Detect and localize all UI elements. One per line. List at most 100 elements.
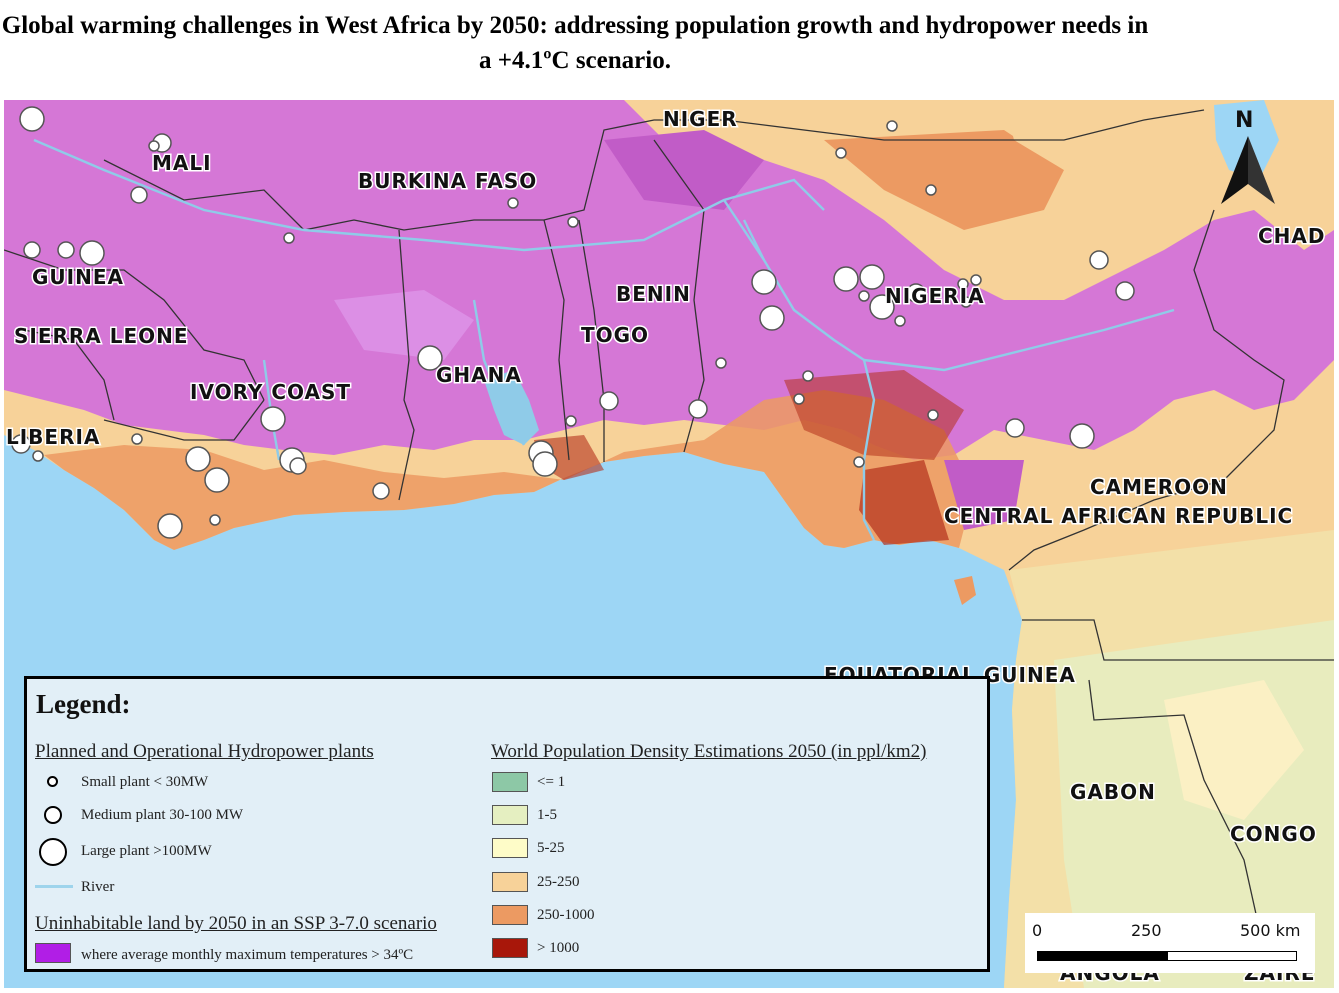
hydro-plant-small bbox=[960, 296, 972, 308]
density-label-25-250: 25-250 bbox=[537, 874, 580, 890]
hydro-plant-large bbox=[1069, 423, 1095, 449]
border-niger-nigeria bbox=[723, 109, 1205, 141]
density-label-le1: <= 1 bbox=[537, 774, 566, 790]
map-title: Global warming challenges in West Africa… bbox=[1, 12, 1149, 74]
hydro-plant-small bbox=[925, 184, 937, 196]
hydropower-plants bbox=[11, 106, 1135, 539]
hydro-plant-large bbox=[869, 294, 895, 320]
country-label-cameroon: CAMEROON bbox=[1090, 475, 1228, 499]
border-mali-burkina bbox=[103, 119, 724, 231]
border-nigeria-cameroon bbox=[1008, 209, 1285, 571]
hydro-plant-large bbox=[532, 451, 558, 477]
river-label: River bbox=[81, 879, 115, 895]
hydro-plant-medium bbox=[11, 434, 31, 454]
country-label-ghana: GHANA bbox=[436, 363, 522, 387]
border-liberia bbox=[103, 399, 265, 441]
hydro-plant-medium bbox=[1005, 418, 1025, 438]
hydro-plant-large bbox=[417, 345, 443, 371]
density-swatch-250-1000 bbox=[492, 905, 528, 925]
hydro-plant-large bbox=[859, 264, 885, 290]
country-label-ivory-coast: IVORY COAST bbox=[190, 380, 351, 404]
hydro-plant-small bbox=[209, 514, 221, 526]
hydro-plant-large bbox=[19, 106, 45, 132]
river-sokoto bbox=[742, 219, 766, 261]
border-sierra-leone bbox=[23, 329, 115, 421]
hydro-plant-medium bbox=[1089, 250, 1109, 270]
density-swatch-le1 bbox=[492, 772, 528, 792]
border-guinea bbox=[4, 249, 265, 401]
hydro-plant-medium bbox=[906, 283, 926, 303]
country-label-chad: CHAD bbox=[1258, 224, 1326, 248]
lagos-density-patch bbox=[784, 370, 964, 460]
hydro-plant-large bbox=[79, 240, 105, 266]
hydro-plant-large bbox=[759, 305, 785, 331]
legend-box: Legend: Planned and Operational Hydropow… bbox=[24, 676, 990, 972]
country-label-guinea: GUINEA bbox=[32, 265, 124, 289]
hydro-plant-small bbox=[957, 278, 969, 290]
bioko-island bbox=[954, 576, 976, 605]
hydro-plant-large bbox=[204, 467, 230, 493]
country-label-togo: TOGO bbox=[581, 323, 649, 347]
hydro-plant-small bbox=[853, 456, 865, 468]
country-label-nigeria: NIGERIA bbox=[885, 284, 985, 308]
hydro-legend-title: Planned and Operational Hydropower plant… bbox=[35, 741, 374, 762]
medium-plant-label: Medium plant 30-100 MW bbox=[81, 807, 244, 823]
hydro-plant-small bbox=[793, 393, 805, 405]
density-label-5-25: 5-25 bbox=[537, 840, 565, 856]
scale-label-250: 250 bbox=[1131, 921, 1162, 940]
hydro-plant-small bbox=[835, 147, 847, 159]
niger-delta-density bbox=[859, 460, 949, 545]
border-ghana-togo bbox=[543, 219, 570, 461]
uninhabitable-light-patch bbox=[334, 290, 474, 360]
legend-heading: Legend: bbox=[36, 689, 131, 719]
north-nigeria-density bbox=[824, 130, 1064, 230]
medium-plant-symbol bbox=[44, 806, 62, 824]
hydro-plant-large bbox=[833, 266, 859, 292]
hydro-plant-large bbox=[157, 513, 183, 539]
hydro-plant-small bbox=[927, 409, 939, 421]
hydro-plant-small bbox=[131, 433, 143, 445]
country-label-central-african-republic: CENTRAL AFRICAN REPUBLIC bbox=[944, 504, 1293, 528]
hydro-plant-small bbox=[148, 140, 160, 152]
country-label-congo: CONGO bbox=[1230, 822, 1317, 846]
river-symbol bbox=[35, 885, 73, 888]
country-label-gabon: GABON bbox=[1070, 780, 1156, 804]
small-plant-symbol bbox=[47, 776, 58, 787]
hydro-plant-medium bbox=[23, 241, 41, 259]
scale-label-0: 0 bbox=[1032, 921, 1043, 940]
border-cameroon-gabon bbox=[1022, 619, 1334, 661]
hydro-plant-small bbox=[715, 357, 727, 369]
country-label-sierra-leone: SIERRA LEONE bbox=[14, 324, 189, 348]
border-ivory-ghana bbox=[398, 229, 415, 501]
coastal-density-band bbox=[44, 390, 974, 550]
density-label-250-1000: 250-1000 bbox=[537, 907, 595, 923]
uninhabitable-zone bbox=[4, 100, 1334, 460]
hydro-plant-small bbox=[894, 315, 906, 327]
low-density-patch bbox=[1164, 680, 1304, 820]
map-frame: NIGER MALI BURKINA FASO GUINEA SIERRA LE… bbox=[4, 100, 1334, 988]
river-benue bbox=[863, 308, 1175, 372]
density-swatch-gt1000 bbox=[492, 938, 528, 958]
country-label-mali: MALI bbox=[152, 151, 212, 175]
density-label-gt1000: > 1000 bbox=[537, 940, 580, 956]
hydro-plant-small bbox=[507, 197, 519, 209]
country-label-niger: NIGER bbox=[663, 107, 738, 131]
lake-volta bbox=[484, 370, 539, 445]
country-label-benin: BENIN bbox=[616, 282, 691, 306]
hydro-plant-medium bbox=[372, 482, 390, 500]
hydro-plant-small bbox=[886, 120, 898, 132]
border-gabon-congo bbox=[1088, 679, 1265, 951]
river-niger-upper bbox=[33, 138, 825, 252]
hydro-plant-medium bbox=[599, 391, 619, 411]
scale-label-500: 500 km bbox=[1240, 921, 1301, 940]
hydro-plant-large bbox=[260, 406, 286, 432]
density-swatch-1-5 bbox=[492, 805, 528, 825]
hydro-plant-large bbox=[185, 446, 211, 472]
north-arrow: N bbox=[1215, 108, 1281, 208]
scale-bar-segment bbox=[1038, 952, 1168, 960]
hydro-plant-small bbox=[567, 216, 579, 228]
country-borders bbox=[4, 109, 1334, 951]
hydro-plant-medium bbox=[57, 241, 75, 259]
density-swatch-25-250 bbox=[492, 872, 528, 892]
uninhabitable-swatch bbox=[35, 943, 71, 963]
